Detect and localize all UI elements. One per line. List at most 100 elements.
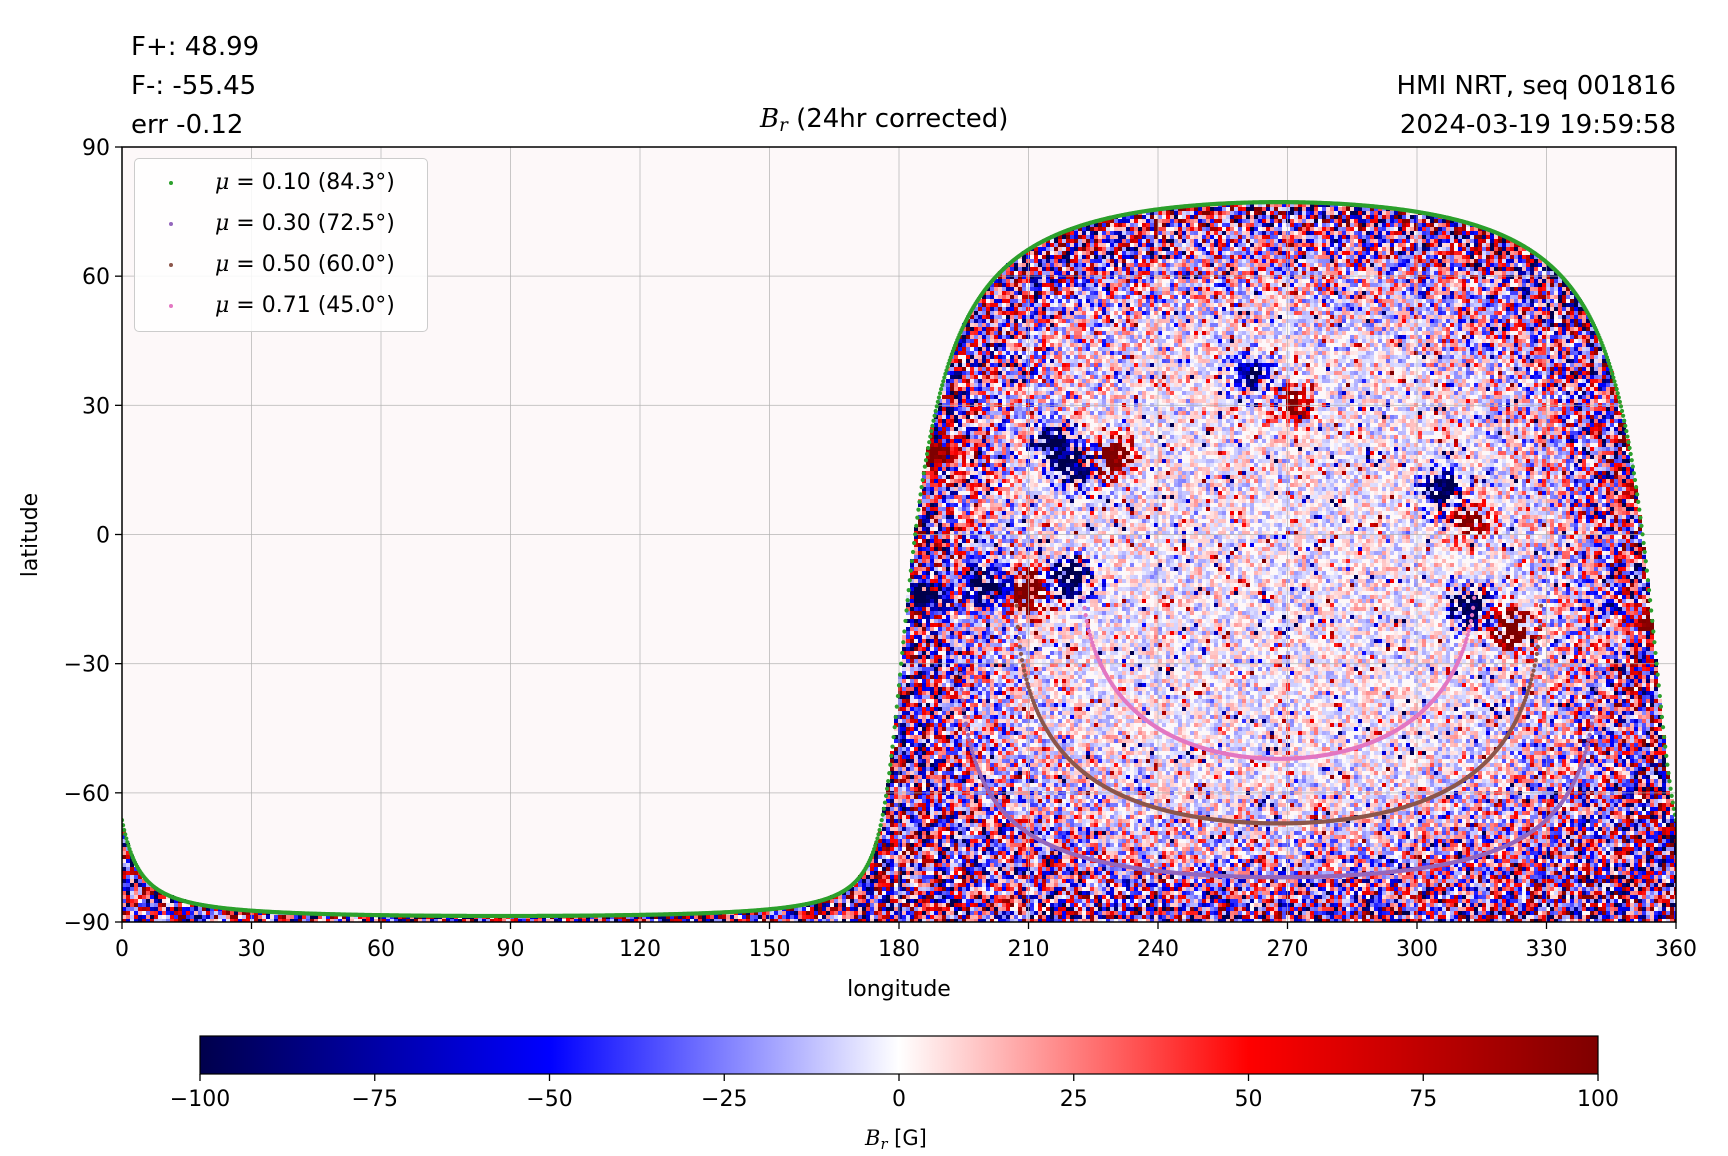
map-pixel bbox=[1322, 347, 1326, 351]
map-pixel bbox=[1326, 323, 1330, 327]
map-pixel bbox=[1510, 255, 1514, 259]
map-pixel bbox=[1274, 231, 1278, 235]
map-pixel bbox=[1110, 343, 1114, 347]
map-pixel bbox=[1178, 223, 1182, 227]
map-pixel bbox=[1334, 211, 1338, 215]
map-pixel bbox=[1122, 271, 1126, 275]
map-pixel bbox=[1050, 311, 1054, 315]
map-pixel bbox=[1162, 363, 1166, 367]
map-pixel bbox=[1246, 359, 1250, 363]
map-pixel bbox=[1318, 311, 1322, 315]
map-pixel bbox=[1374, 363, 1378, 367]
map-pixel bbox=[1230, 335, 1234, 339]
map-pixel bbox=[1142, 271, 1146, 275]
map-pixel bbox=[1322, 323, 1326, 327]
map-pixel bbox=[1482, 355, 1486, 359]
map-pixel bbox=[1310, 343, 1314, 347]
map-pixel bbox=[1298, 243, 1302, 247]
map-pixel bbox=[1094, 355, 1098, 359]
map-pixel bbox=[1534, 315, 1538, 319]
map-pixel bbox=[1270, 343, 1274, 347]
map-pixel bbox=[1378, 251, 1382, 255]
map-pixel bbox=[1222, 299, 1226, 303]
map-pixel bbox=[1214, 311, 1218, 315]
map-pixel bbox=[1542, 319, 1546, 323]
map-pixel bbox=[1274, 271, 1278, 275]
map-pixel bbox=[1222, 219, 1226, 223]
map-pixel bbox=[1086, 307, 1090, 311]
map-pixel bbox=[1050, 347, 1054, 351]
map-pixel bbox=[1318, 215, 1322, 219]
map-pixel bbox=[1242, 291, 1246, 295]
map-pixel bbox=[1262, 215, 1266, 219]
map-pixel bbox=[1522, 311, 1526, 315]
map-pixel bbox=[1122, 279, 1126, 283]
map-pixel bbox=[1342, 291, 1346, 295]
map-pixel bbox=[1030, 335, 1034, 339]
map-pixel bbox=[1194, 299, 1198, 303]
map-pixel bbox=[1326, 263, 1330, 267]
map-pixel bbox=[1514, 335, 1518, 339]
map-pixel bbox=[1094, 327, 1098, 331]
map-pixel bbox=[1334, 363, 1338, 367]
map-pixel bbox=[1162, 267, 1166, 271]
map-pixel bbox=[1174, 339, 1178, 343]
map-pixel bbox=[1226, 331, 1230, 335]
map-pixel bbox=[1410, 315, 1414, 319]
map-pixel bbox=[1478, 271, 1482, 275]
map-pixel bbox=[1258, 311, 1262, 315]
map-pixel bbox=[1166, 255, 1170, 259]
map-pixel bbox=[1494, 323, 1498, 327]
map-pixel bbox=[1438, 263, 1442, 267]
map-pixel bbox=[1362, 207, 1366, 211]
map-pixel bbox=[1234, 339, 1238, 343]
map-pixel bbox=[1270, 283, 1274, 287]
map-pixel bbox=[1258, 359, 1262, 363]
map-pixel bbox=[1022, 291, 1026, 295]
map-pixel bbox=[1054, 295, 1058, 299]
map-pixel bbox=[1162, 311, 1166, 315]
map-pixel bbox=[1222, 347, 1226, 351]
map-pixel bbox=[1382, 363, 1386, 367]
map-pixel bbox=[1578, 335, 1582, 339]
map-pixel bbox=[1522, 247, 1526, 251]
map-pixel bbox=[1090, 327, 1094, 331]
map-pixel bbox=[1054, 263, 1058, 267]
map-pixel bbox=[1274, 295, 1278, 299]
map-pixel bbox=[1514, 351, 1518, 355]
map-pixel bbox=[1234, 291, 1238, 295]
map-pixel bbox=[1458, 275, 1462, 279]
map-pixel bbox=[1126, 251, 1130, 255]
map-pixel bbox=[1402, 315, 1406, 319]
map-pixel bbox=[1410, 247, 1414, 251]
map-pixel bbox=[1030, 311, 1034, 315]
map-pixel bbox=[1238, 283, 1242, 287]
map-pixel bbox=[1450, 303, 1454, 307]
map-pixel bbox=[1390, 347, 1394, 351]
map-pixel bbox=[1190, 279, 1194, 283]
map-pixel bbox=[1070, 263, 1074, 267]
map-pixel bbox=[1450, 359, 1454, 363]
map-pixel bbox=[1078, 271, 1082, 275]
map-pixel bbox=[1326, 239, 1330, 243]
map-pixel bbox=[1558, 327, 1562, 331]
map-pixel bbox=[1398, 311, 1402, 315]
map-pixel bbox=[1178, 323, 1182, 327]
map-pixel bbox=[1602, 359, 1606, 363]
map-pixel bbox=[1258, 263, 1262, 267]
map-pixel bbox=[1078, 343, 1082, 347]
map-pixel bbox=[1030, 251, 1034, 255]
map-pixel bbox=[1242, 219, 1246, 223]
map-pixel bbox=[1490, 259, 1494, 263]
map-pixel bbox=[1526, 363, 1530, 367]
map-pixel bbox=[1502, 247, 1506, 251]
map-pixel bbox=[1274, 267, 1278, 271]
map-pixel bbox=[1266, 235, 1270, 239]
map-pixel bbox=[1374, 347, 1378, 351]
map-pixel bbox=[1174, 211, 1178, 215]
map-pixel bbox=[1366, 255, 1370, 259]
map-pixel bbox=[1042, 279, 1046, 283]
map-pixel bbox=[1410, 299, 1414, 303]
map-pixel bbox=[1178, 299, 1182, 303]
map-pixel bbox=[1246, 327, 1250, 331]
